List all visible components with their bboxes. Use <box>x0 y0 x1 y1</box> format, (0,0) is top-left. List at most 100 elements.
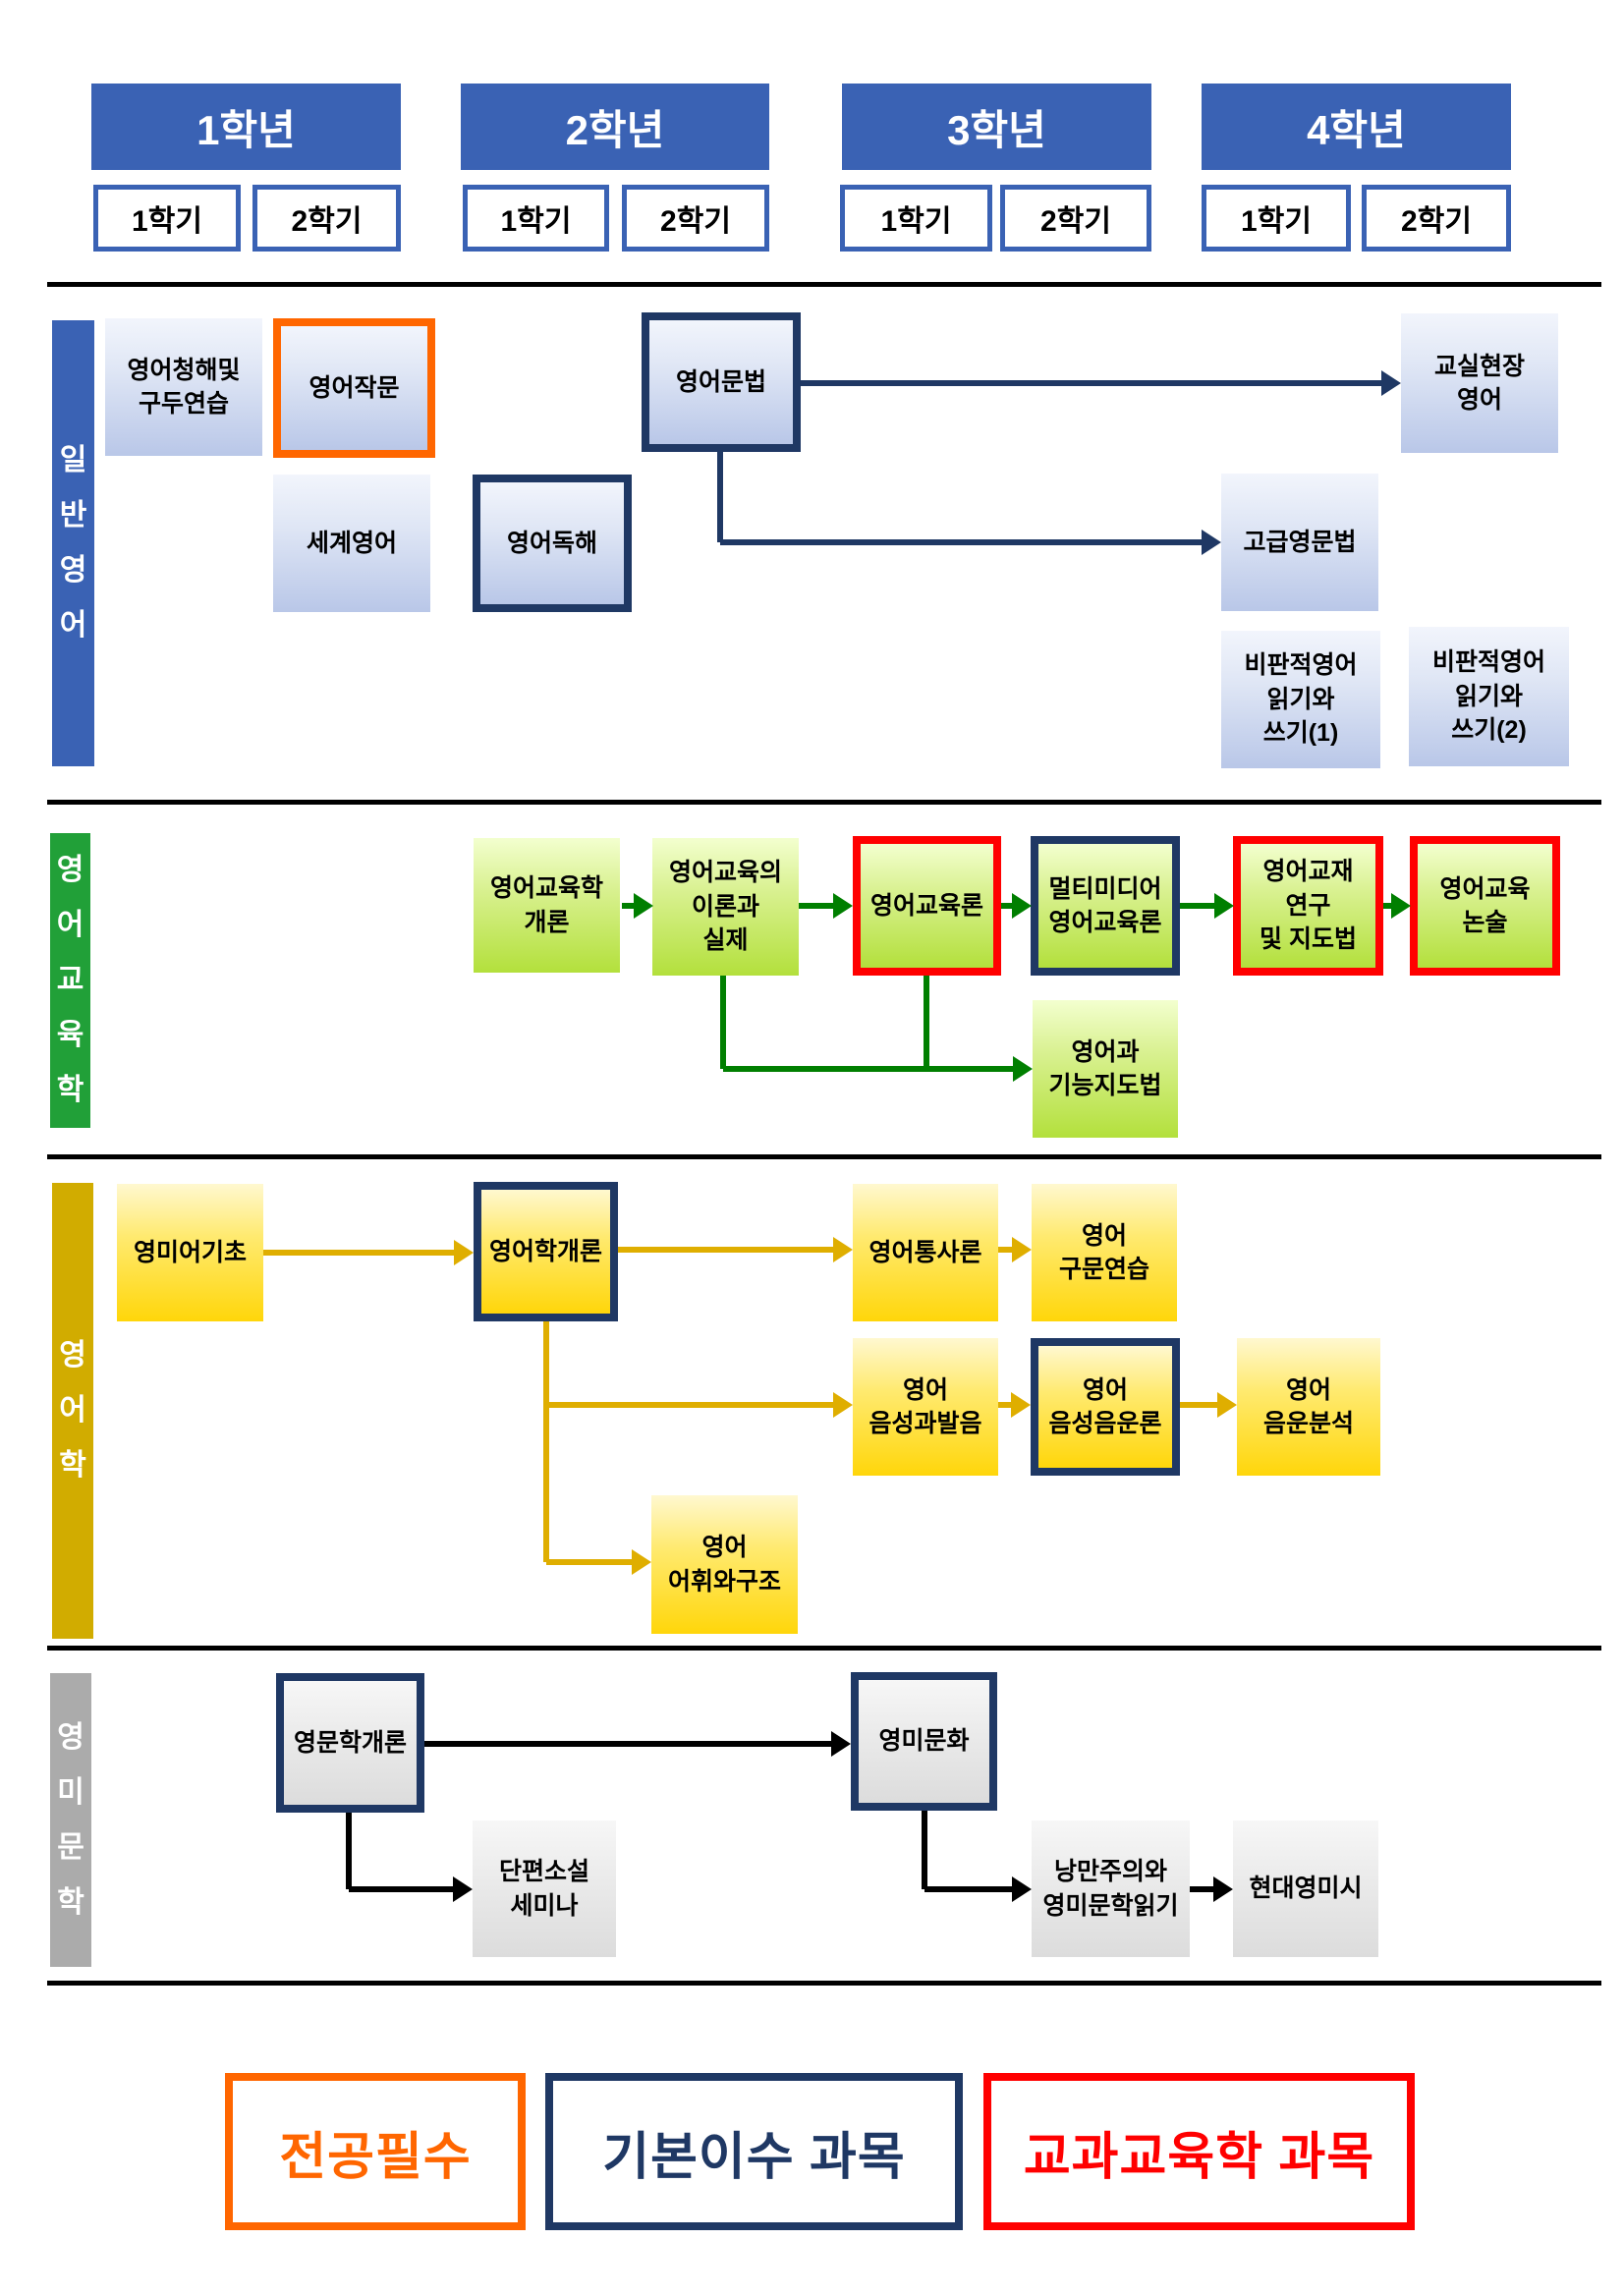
course-box-label: 논술 <box>1462 909 1508 936</box>
sidebar-label: 미 <box>57 1775 84 1809</box>
course-box-label: 음성음운론 <box>1048 1410 1162 1437</box>
sidebar-label: 교 <box>56 964 84 996</box>
connector-segment <box>1190 1886 1213 1892</box>
connector-segment <box>720 976 726 1069</box>
separator-line <box>47 1154 1601 1159</box>
sidebar-label: 반 <box>59 499 87 532</box>
course-box-label: 영어 <box>902 1375 948 1404</box>
course-box-label: 영어교재 <box>1262 858 1354 886</box>
semester-box: 1학기 <box>1202 185 1351 252</box>
connector-segment <box>618 1247 833 1253</box>
connector-segment <box>546 1559 632 1565</box>
course-box-grammar: 영어문법 <box>642 312 801 452</box>
course-box-label: 세미나 <box>510 1891 579 1920</box>
year-banner: 4학년 <box>1202 84 1511 170</box>
sidebar-label: 영 <box>56 854 84 886</box>
sidebar-label: 어 <box>56 909 84 941</box>
course-box-reading: 영어독해 <box>473 475 632 612</box>
course-box-advanced-grammar: 고급영문법 <box>1221 474 1378 611</box>
separator-line <box>47 1646 1601 1651</box>
separator-line <box>47 800 1601 805</box>
connector-segment <box>1001 903 1012 909</box>
semester-box: 1학기 <box>93 185 241 252</box>
course-box-label: 읽기와 <box>1454 682 1523 710</box>
course-box-label: 영어통사론 <box>868 1238 982 1266</box>
sidebar-label: 어 <box>59 1394 86 1427</box>
legend-label: 전공필수 <box>279 2128 472 2186</box>
course-box-label: 영어교육론 <box>869 891 983 920</box>
course-box-label: 단편소설 <box>498 1858 589 1885</box>
course-box-label: 개론 <box>524 908 570 936</box>
course-box-label: 영어청해및 <box>127 356 241 384</box>
course-box-label: 음성과발음 <box>868 1410 982 1437</box>
year-banner: 1학년 <box>91 84 401 170</box>
connector-segment <box>924 1886 1012 1892</box>
course-box-label: 구문연습 <box>1058 1256 1149 1283</box>
arrowhead <box>833 1237 853 1262</box>
course-box-label: 음운분석 <box>1262 1410 1354 1437</box>
separator-line <box>47 282 1601 287</box>
course-box-label: 세계영어 <box>306 529 397 557</box>
course-box-label: 쓰기(1) <box>1262 719 1339 748</box>
course-box-label: 이론과 <box>691 892 759 921</box>
arrowhead <box>454 1240 474 1265</box>
course-box-label: 영문학개론 <box>293 1728 407 1757</box>
connector-segment <box>799 903 833 909</box>
course-box-education-theory-practice: 영어교육의 이론과 실제 <box>652 838 799 976</box>
arrowhead <box>1214 893 1234 919</box>
course-box-critical-reading-writing-1: 비판적영어 읽기와 쓰기(1) <box>1221 631 1380 768</box>
connector-segment <box>622 903 634 909</box>
arrowhead <box>833 1392 853 1418</box>
arrowhead <box>1202 530 1221 555</box>
arrowhead <box>833 893 853 919</box>
course-box-multimedia-education: 멀티미디어 영어교육론 <box>1031 836 1180 976</box>
course-box-english-american-culture: 영미문화 <box>851 1672 997 1811</box>
semester-box: 1학기 <box>840 185 992 252</box>
course-box-critical-reading-writing-2: 비판적영어 읽기와 쓰기(2) <box>1409 627 1569 766</box>
course-box-label: 연구 <box>1285 891 1331 920</box>
course-box-label: 멀티미디어 <box>1048 874 1162 903</box>
connector-segment <box>723 1066 1013 1072</box>
connector-segment <box>543 1321 549 1562</box>
arrowhead <box>1012 1237 1032 1262</box>
course-box-label: 현대영미시 <box>1249 1875 1363 1903</box>
sidebar-label: 학 <box>57 1885 84 1919</box>
connector-segment <box>346 1813 352 1889</box>
course-box-listening-oral: 영어청해및 구두연습 <box>105 318 262 456</box>
legend-box-basic-courses: 기본이수 과목 <box>545 2073 963 2230</box>
course-box-label: 영어교육의 <box>668 859 782 887</box>
legend-label: 교과교육학 과목 <box>1023 2128 1375 2186</box>
connector-segment <box>424 1741 831 1747</box>
course-box-label: 영어교육 <box>1439 874 1531 903</box>
connector-segment <box>998 1402 1011 1408</box>
course-box-label: 및 지도법 <box>1260 925 1357 954</box>
arrowhead <box>1012 893 1032 919</box>
connector-segment <box>922 1811 927 1889</box>
sidebar-label: 영 <box>59 1339 86 1372</box>
arrowhead <box>1011 1392 1031 1418</box>
semester-box: 1학기 <box>463 185 609 252</box>
course-box-label: 낭만주의와 <box>1053 1858 1167 1885</box>
connector-segment <box>717 450 723 542</box>
course-box-label: 영어 <box>1456 386 1502 414</box>
semester-box: 2학기 <box>622 185 769 252</box>
sidebar-label: 영 <box>59 554 87 587</box>
course-box-syntax: 영어통사론 <box>853 1184 998 1321</box>
sidebar-label: 학 <box>59 1449 86 1482</box>
sidebar-label: 일 <box>59 444 87 476</box>
semester-box: 2학기 <box>252 185 401 252</box>
course-box-linguistics-intro: 영어학개론 <box>474 1182 618 1321</box>
legend-box-pedagogy-courses: 교과교육학 과목 <box>983 2073 1415 2230</box>
arrowhead <box>632 1549 651 1575</box>
connector-segment <box>720 539 1202 545</box>
connector-segment <box>546 1402 833 1408</box>
course-box-label: 영어과 <box>1071 1037 1140 1066</box>
course-box-label: 기능지도법 <box>1048 1072 1162 1099</box>
course-box-label: 영미문화 <box>878 1727 970 1756</box>
